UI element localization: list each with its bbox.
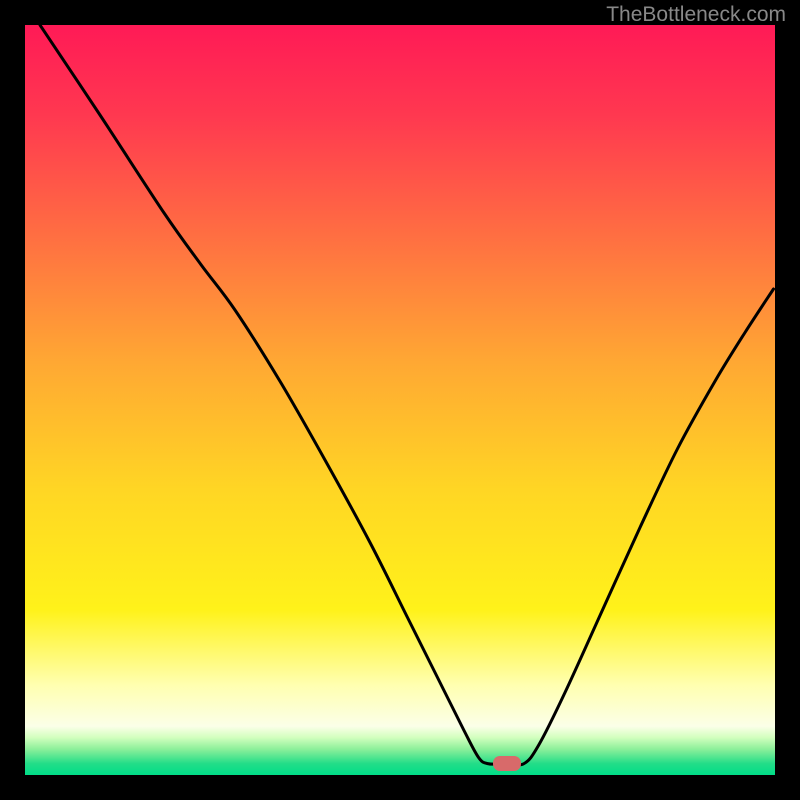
optimal-point-marker <box>493 756 521 771</box>
plot-area <box>25 25 775 775</box>
bottleneck-curve <box>25 25 775 775</box>
watermark-text: TheBottleneck.com <box>606 3 786 27</box>
